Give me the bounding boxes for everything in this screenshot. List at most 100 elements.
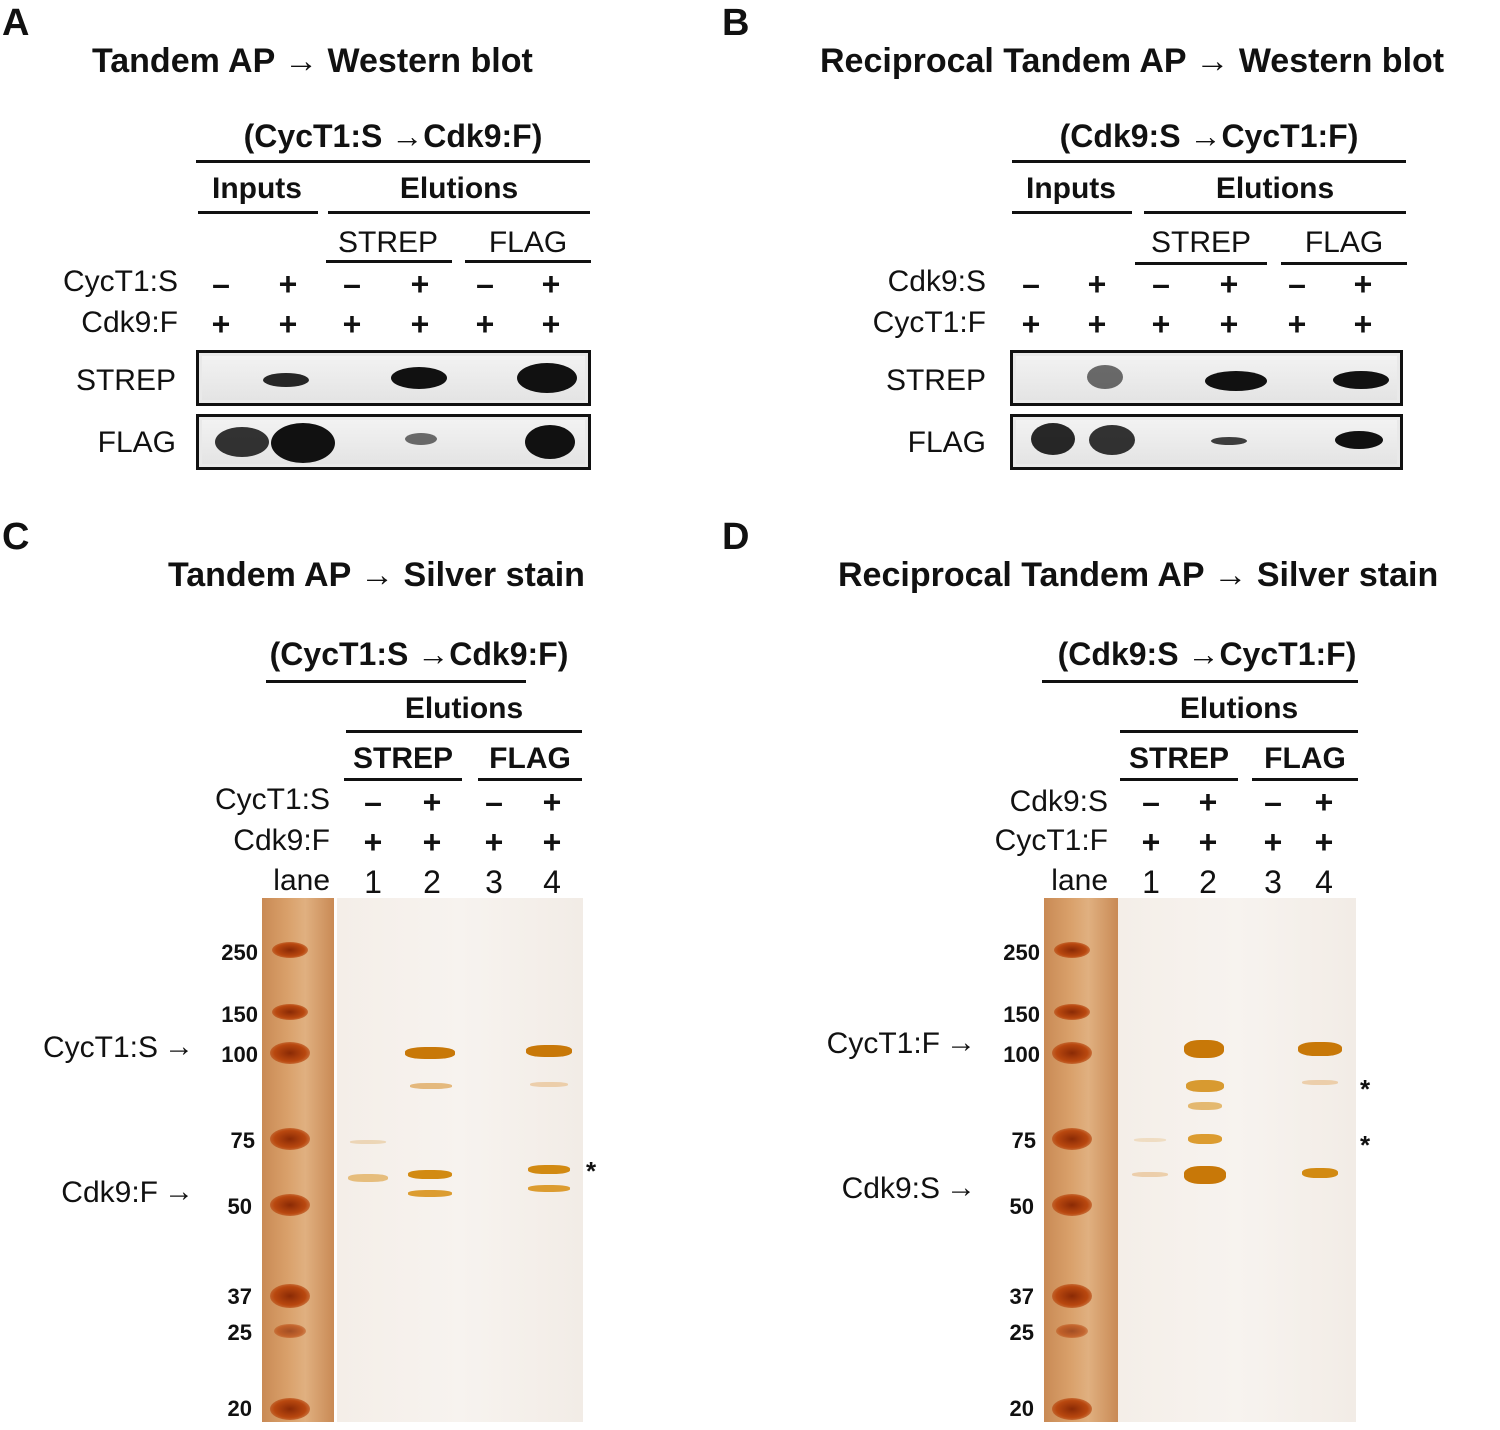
panel-a-row2-label: Cdk9:F [81, 306, 178, 339]
panel-a-row1-sign: – [212, 266, 230, 302]
ladder-band [270, 1194, 310, 1216]
ladder-band [270, 1042, 310, 1064]
panel-b-strep-blot [1010, 350, 1403, 406]
panel-c-elutions: Elutions [404, 692, 524, 725]
gel-band [528, 1165, 570, 1174]
blot-band [1205, 371, 1267, 391]
panel-d-row1-sign: + [1314, 784, 1334, 820]
panel-c-construct: (CycT1:S →Cdk9:F) [269, 636, 569, 672]
panel-d-gel [1118, 898, 1356, 1422]
panel-c-annot-bottom: Cdk9:F [61, 1176, 158, 1209]
panel-c-gel [337, 898, 583, 1422]
ladder-band [1052, 1398, 1092, 1420]
panel-c-row1-sign: + [542, 784, 562, 820]
panel-c-lane-number: 2 [423, 864, 441, 900]
panel-letter-a: A [2, 2, 30, 44]
ladder-band [1052, 1284, 1092, 1308]
panel-a-title: Tandem AP → Western blot [92, 42, 533, 80]
blot-band [215, 427, 269, 457]
blot-band [263, 373, 309, 387]
panel-a-strep: STREP [337, 226, 439, 259]
blot-band [1333, 371, 1389, 389]
gel-band [1302, 1168, 1338, 1178]
panel-c-star: * [586, 1156, 597, 1186]
ladder-band [1052, 1128, 1092, 1150]
panel-b-row1-sign: – [1152, 266, 1170, 302]
panel-c-mw-label: 50 [227, 1194, 252, 1219]
panel-d-mw-label: 20 [1009, 1396, 1034, 1421]
panel-c-mw-label: 150 [221, 1002, 258, 1027]
panel-letter-d: D [722, 516, 750, 558]
panel-a-inputs-line [198, 211, 318, 214]
panel-a-row2-sign: + [541, 306, 561, 342]
panel-a-strep-line [326, 260, 452, 263]
panel-c-row2-sign: + [422, 824, 442, 860]
panel-d-row1-sign: – [1264, 784, 1282, 820]
gel-band [528, 1185, 570, 1192]
panel-a-row2-sign: + [278, 306, 298, 342]
panel-a-row1-sign: – [476, 266, 494, 302]
blot-band [1211, 437, 1247, 445]
panel-a-elutions: Elutions [399, 172, 519, 205]
panel-b-blot2-label: FLAG [907, 426, 986, 459]
panel-a-construct: (CycT1:S →Cdk9:F) [243, 118, 543, 154]
ladder-band [270, 1398, 310, 1420]
panel-d-row1-label: Cdk9:S [1009, 785, 1108, 818]
panel-c-ladder-lane [262, 898, 334, 1422]
ladder-band [272, 1004, 308, 1020]
panel-b-row2-sign: + [1287, 306, 1307, 342]
blot-band [517, 363, 577, 393]
gel-band [405, 1047, 455, 1059]
ladder-band [270, 1284, 310, 1308]
panel-d-row2-sign: + [1263, 824, 1283, 860]
panel-c-mw-label: 37 [227, 1284, 252, 1309]
panel-b-construct-line [1012, 160, 1406, 163]
panel-d-lane-number: 1 [1142, 864, 1160, 900]
blot-band [1335, 431, 1383, 449]
panel-a-strep-blot [196, 350, 591, 406]
panel-d-row2-sign: + [1141, 824, 1161, 860]
panel-b-row2-sign: + [1151, 306, 1171, 342]
gel-band [348, 1174, 388, 1182]
panel-a-blot2-label: FLAG [97, 426, 176, 459]
ladder-band [272, 942, 308, 958]
panel-b-row2-label: CycT1:F [872, 306, 986, 339]
panel-c-mw-label: 250 [221, 940, 258, 965]
panel-b-strep-line [1135, 262, 1267, 265]
panel-d-elutions-line [1120, 730, 1358, 733]
panel-a-construct-line [196, 160, 590, 163]
panel-b-title: Reciprocal Tandem AP → Western blot [820, 42, 1445, 80]
panel-d-lane-label: lane [1051, 864, 1108, 897]
panel-c-row2-sign: + [484, 824, 504, 860]
panel-a-row2-sign: + [211, 306, 231, 342]
panel-b-strep: STREP [1150, 226, 1252, 259]
panel-d-mw-label: 250 [1003, 940, 1040, 965]
ladder-band [1052, 1042, 1092, 1064]
panel-b-row1-sign: + [1353, 266, 1373, 302]
arrow-right-icon: → [164, 1175, 194, 1208]
panel-c-lane-number: 4 [543, 864, 561, 900]
panel-letter-c: C [2, 516, 30, 558]
panel-d-strep: STREP [1128, 742, 1230, 775]
panel-b-elutions: Elutions [1215, 172, 1335, 205]
panel-b-blot1-label: STREP [885, 364, 986, 397]
gel-band [1302, 1080, 1338, 1085]
blot-band [1087, 365, 1123, 389]
blot-band [1089, 425, 1135, 455]
panel-c-strep: STREP [352, 742, 454, 775]
panel-a-row1-sign: + [541, 266, 561, 302]
gel-band [1184, 1166, 1226, 1184]
panel-c-annot-top: CycT1:S [42, 1031, 158, 1064]
panel-c-flag-line [478, 778, 582, 781]
panel-c-row2-sign: + [363, 824, 383, 860]
gel-band [350, 1140, 386, 1144]
panel-c-mw-label: 25 [227, 1320, 252, 1345]
panel-a-blot1-label: STREP [75, 364, 176, 397]
panel-a-flag-blot [196, 414, 591, 470]
panel-d-mw-label: 25 [1009, 1320, 1034, 1345]
panel-b-row1-sign: – [1288, 266, 1306, 302]
panel-b-row2-sign: + [1219, 306, 1239, 342]
panel-b-row2-sign: + [1021, 306, 1041, 342]
panel-d-mw-label: 50 [1009, 1194, 1034, 1219]
panel-c-mw-label: 75 [230, 1128, 255, 1153]
